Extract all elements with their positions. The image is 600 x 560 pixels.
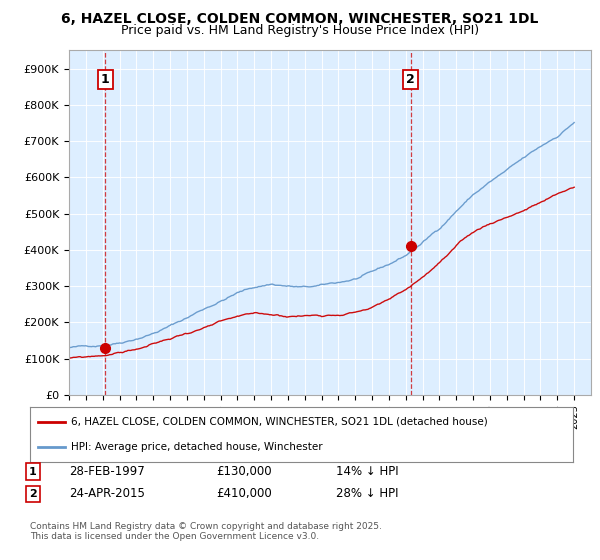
Text: £410,000: £410,000 xyxy=(216,487,272,501)
Text: Contains HM Land Registry data © Crown copyright and database right 2025.
This d: Contains HM Land Registry data © Crown c… xyxy=(30,522,382,542)
Text: 14% ↓ HPI: 14% ↓ HPI xyxy=(336,465,398,478)
Text: 24-APR-2015: 24-APR-2015 xyxy=(69,487,145,501)
Text: Price paid vs. HM Land Registry's House Price Index (HPI): Price paid vs. HM Land Registry's House … xyxy=(121,24,479,37)
Text: 1: 1 xyxy=(101,73,110,86)
Text: 28% ↓ HPI: 28% ↓ HPI xyxy=(336,487,398,501)
Text: 28-FEB-1997: 28-FEB-1997 xyxy=(69,465,145,478)
Text: 2: 2 xyxy=(406,73,415,86)
Text: 2: 2 xyxy=(29,489,37,499)
Text: 6, HAZEL CLOSE, COLDEN COMMON, WINCHESTER, SO21 1DL: 6, HAZEL CLOSE, COLDEN COMMON, WINCHESTE… xyxy=(61,12,539,26)
Text: 6, HAZEL CLOSE, COLDEN COMMON, WINCHESTER, SO21 1DL (detached house): 6, HAZEL CLOSE, COLDEN COMMON, WINCHESTE… xyxy=(71,417,487,427)
Text: £130,000: £130,000 xyxy=(216,465,272,478)
Text: 1: 1 xyxy=(29,466,37,477)
Text: HPI: Average price, detached house, Winchester: HPI: Average price, detached house, Winc… xyxy=(71,442,322,452)
